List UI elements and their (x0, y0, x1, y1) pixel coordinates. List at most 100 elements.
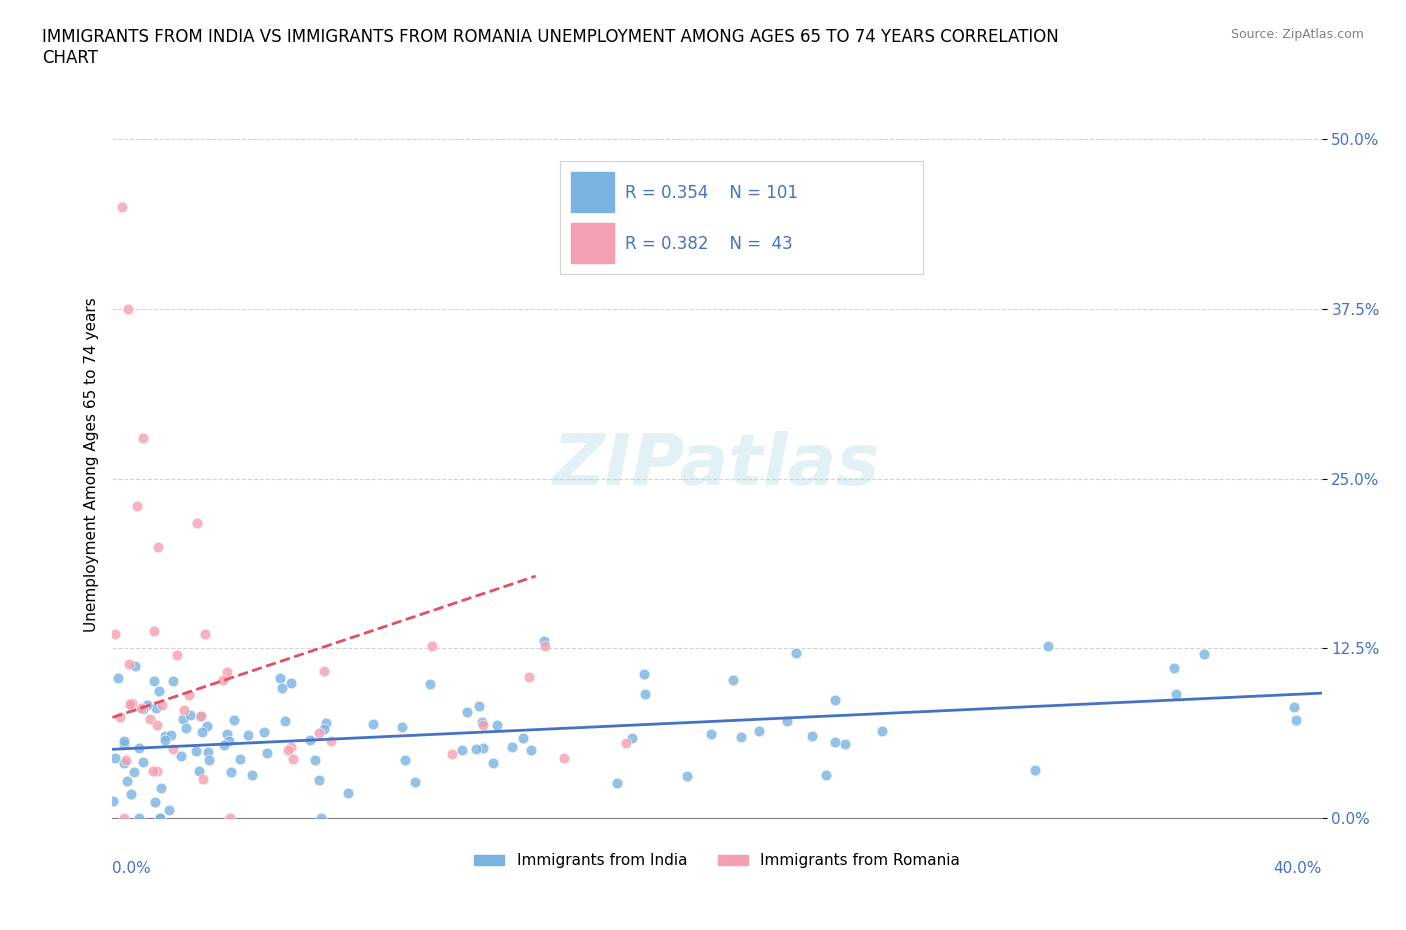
Point (146, 718, 169, 733)
Point (179, 688, 201, 703)
Point (776, 714, 799, 729)
Point (280, 675, 302, 690)
Point (253, 724, 276, 739)
Point (404, 775, 426, 790)
Point (195, 719, 218, 734)
Point (456, 705, 478, 720)
Point (112, 811, 135, 826)
Point (512, 731, 534, 746)
Text: Source: ZipAtlas.com: Source: ZipAtlas.com (1230, 28, 1364, 41)
Point (1285, 712, 1308, 727)
Point (1166, 686, 1188, 701)
Point (146, 539, 169, 554)
Point (815, 767, 838, 782)
Point (308, 773, 330, 788)
Point (149, 811, 172, 826)
Point (633, 667, 655, 682)
Point (1036, 638, 1059, 653)
Point (748, 724, 770, 739)
Text: 40.0%: 40.0% (1274, 861, 1322, 876)
Point (274, 713, 297, 728)
Point (228, 751, 250, 766)
Point (1163, 661, 1185, 676)
Point (153, 733, 176, 748)
Point (314, 664, 336, 679)
Point (149, 780, 172, 795)
Point (472, 741, 495, 756)
Point (634, 687, 657, 702)
Point (184, 744, 207, 759)
Point (121, 696, 143, 711)
Point (162, 741, 184, 756)
Point (240, 768, 263, 783)
Point (112, 737, 135, 751)
Point (108, 710, 131, 724)
Point (394, 753, 416, 768)
Point (785, 645, 807, 660)
Point (179, 707, 201, 722)
Point (104, 627, 127, 642)
Point (166, 647, 188, 662)
Point (188, 764, 211, 778)
Point (162, 673, 184, 688)
Point (222, 712, 245, 727)
Point (312, 722, 335, 737)
Point (190, 724, 212, 739)
Point (824, 735, 846, 750)
Point (468, 699, 491, 714)
Legend: Immigrants from India, Immigrants from Romania: Immigrants from India, Immigrants from R… (468, 847, 966, 874)
Point (870, 724, 893, 738)
Point (486, 718, 509, 733)
Point (309, 811, 332, 826)
Point (128, 811, 150, 826)
Point (308, 725, 330, 740)
Point (606, 776, 628, 790)
Point (121, 699, 143, 714)
Point (471, 714, 494, 729)
Point (145, 701, 167, 716)
Text: IMMIGRANTS FROM INDIA VS IMMIGRANTS FROM ROMANIA UNEMPLOYMENT AMONG AGES 65 TO 7: IMMIGRANTS FROM INDIA VS IMMIGRANTS FROM… (42, 28, 1059, 67)
Point (1192, 646, 1215, 661)
Point (391, 720, 413, 735)
Point (101, 793, 124, 808)
Point (834, 737, 856, 751)
Point (174, 721, 197, 736)
Point (1282, 699, 1305, 714)
Point (132, 754, 155, 769)
Point (283, 751, 305, 766)
Point (236, 728, 259, 743)
Point (277, 743, 299, 758)
Point (143, 673, 166, 688)
Point (110, 199, 132, 214)
Point (143, 623, 166, 638)
Point (361, 717, 384, 732)
Point (723, 672, 745, 687)
Point (676, 768, 699, 783)
Point (120, 697, 142, 711)
Point (191, 772, 214, 787)
Point (1024, 763, 1046, 777)
Point (132, 431, 155, 445)
Point (419, 676, 441, 691)
Point (118, 658, 141, 672)
Point (534, 638, 557, 653)
Point (271, 681, 294, 696)
Point (824, 692, 846, 707)
Point (197, 752, 219, 767)
Point (553, 751, 575, 765)
Point (139, 711, 162, 726)
Point (114, 752, 136, 767)
Point (441, 747, 464, 762)
Point (148, 684, 170, 698)
Point (125, 498, 148, 513)
Point (128, 741, 150, 756)
Y-axis label: Unemployment Among Ages 65 to 74 years: Unemployment Among Ages 65 to 74 years (83, 298, 98, 632)
Point (150, 698, 173, 712)
Point (112, 734, 135, 749)
Point (321, 733, 343, 748)
Point (315, 716, 337, 731)
Point (450, 742, 472, 757)
Point (280, 739, 302, 754)
Point (519, 669, 541, 684)
Point (143, 794, 166, 809)
